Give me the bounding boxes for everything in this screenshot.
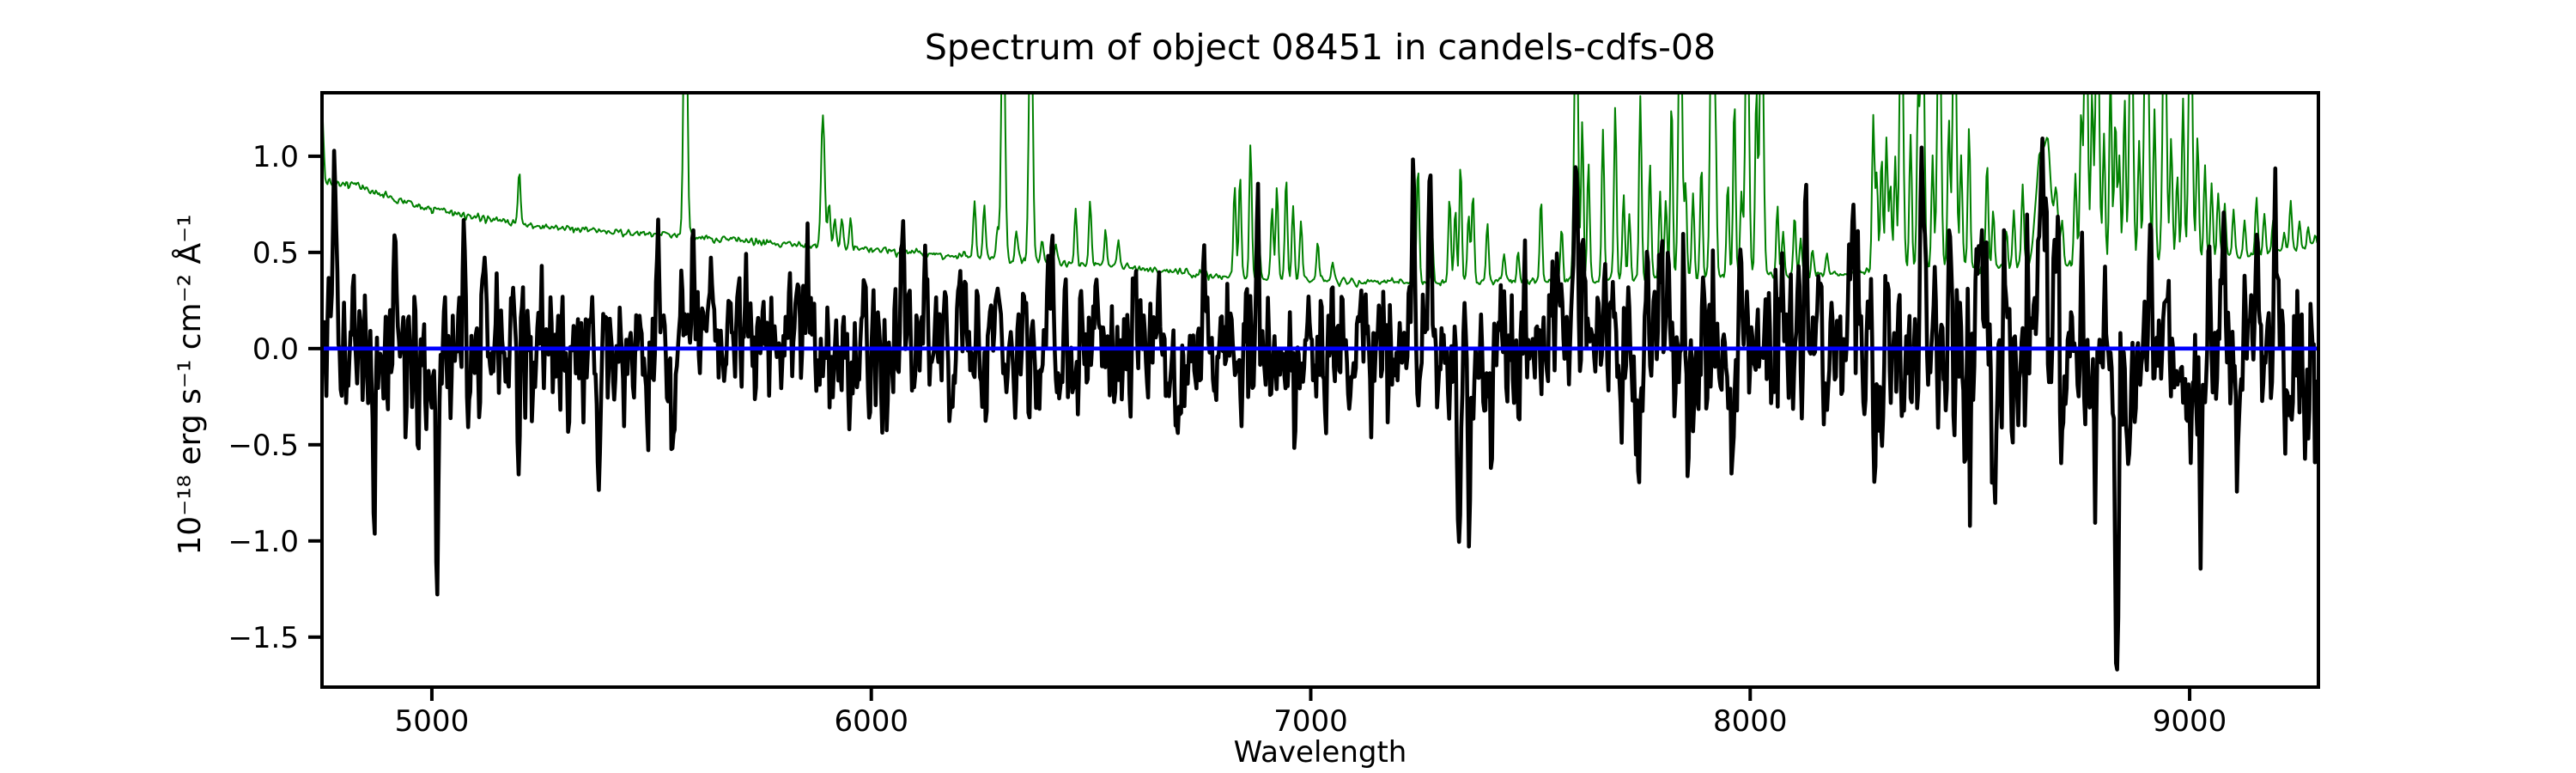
y-tick-label: 0.5 bbox=[252, 236, 299, 271]
flux-line bbox=[322, 137, 2318, 672]
noise-spectrum-line bbox=[322, 93, 2318, 288]
y-tick-label: 1.0 bbox=[252, 140, 299, 174]
x-axis-label: Wavelength bbox=[1233, 735, 1407, 770]
y-tick-label: −1.0 bbox=[228, 525, 299, 559]
x-tick-label: 7000 bbox=[1273, 704, 1348, 739]
y-tick-label: −0.5 bbox=[228, 429, 299, 463]
plot-title: Spectrum of object 08451 in candels-cdfs… bbox=[924, 27, 1716, 68]
x-tick-label: 5000 bbox=[395, 704, 470, 739]
y-tick-label: 0.0 bbox=[252, 332, 299, 367]
y-tick-label: −1.5 bbox=[228, 621, 299, 655]
plot-area bbox=[322, 93, 2318, 672]
x-tick-label: 9000 bbox=[2153, 704, 2227, 739]
axes-spines bbox=[320, 91, 2320, 689]
x-tick-label: 8000 bbox=[1713, 704, 1788, 739]
x-tick-label: 6000 bbox=[834, 704, 908, 739]
